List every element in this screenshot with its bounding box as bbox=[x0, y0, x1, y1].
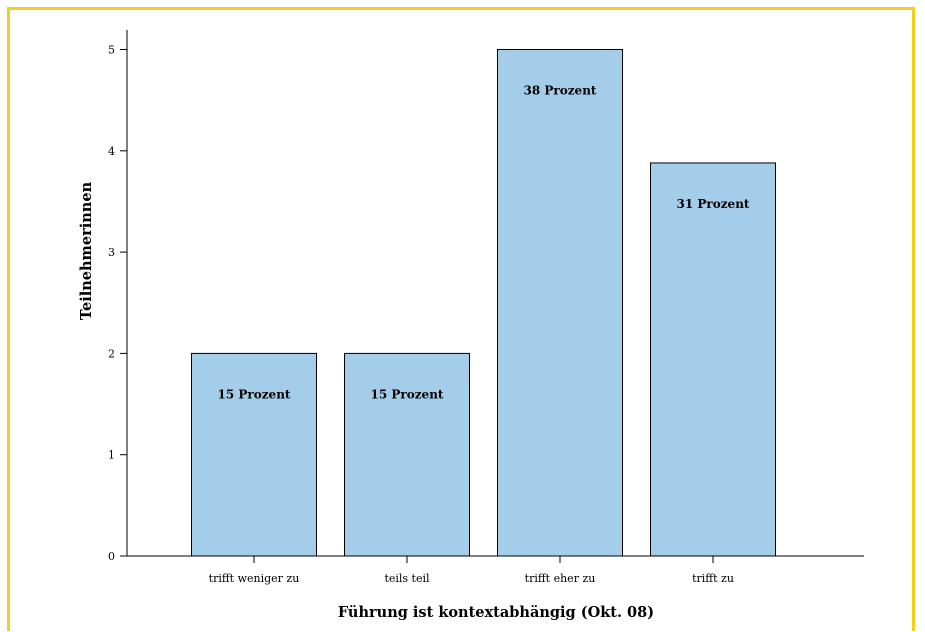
y-tick-label: 0 bbox=[108, 550, 115, 563]
bar-4 bbox=[650, 162, 776, 557]
axes-group bbox=[126, 30, 864, 557]
x-tick-label: trifft zu bbox=[692, 572, 734, 585]
x-ticks-group: trifft weniger zu teils teil trifft eher z… bbox=[209, 556, 734, 585]
bar-1 bbox=[191, 352, 317, 557]
y-tick-label: 2 bbox=[108, 347, 115, 360]
bar-2 bbox=[344, 352, 470, 557]
bar-data-label: 15 Prozent bbox=[218, 387, 291, 401]
x-tick-label: trifft weniger zu bbox=[209, 572, 300, 585]
y-tick-label: 3 bbox=[108, 246, 115, 259]
y-axis-title: Teilnehmerinnen bbox=[78, 181, 95, 320]
y-tick-label: 5 bbox=[108, 44, 115, 57]
chart-frame bbox=[7, 7, 915, 631]
y-tick-label: 1 bbox=[108, 449, 115, 462]
y-tick-label: 4 bbox=[108, 145, 115, 158]
bar-data-label: 31 Prozent bbox=[677, 197, 750, 211]
x-tick-label: teils teil bbox=[384, 572, 430, 585]
bar-3 bbox=[497, 49, 623, 557]
bar-data-label: 15 Prozent bbox=[371, 387, 444, 401]
bars-group: 15 Prozent 15 Prozent 38 Prozent 31 Prozent bbox=[191, 49, 776, 557]
bar-data-label: 38 Prozent bbox=[524, 84, 597, 98]
x-axis-title: Führung ist kontextabhängig (Okt. 08) bbox=[338, 604, 654, 621]
x-tick-label: trifft eher zu bbox=[525, 572, 596, 585]
y-ticks-group: 0 1 2 3 4 5 bbox=[108, 44, 127, 563]
